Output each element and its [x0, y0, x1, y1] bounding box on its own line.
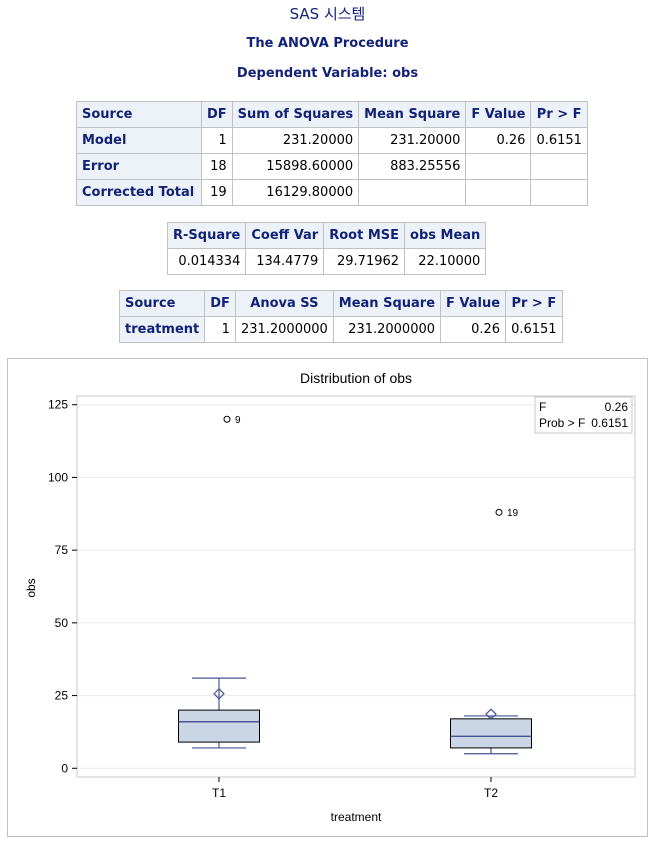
cell-r-square: 0.014334: [166, 248, 247, 275]
col-header-obs-mean: obs Mean: [404, 222, 487, 249]
col-header-pr-f: Pr > F: [505, 290, 563, 317]
col-header-source: Source: [118, 290, 206, 317]
table-row: 0.014334 134.4779 29.71962 22.10000: [166, 248, 487, 275]
table-row: Error 18 15898.60000 883.25556: [76, 153, 588, 180]
cell-p: [530, 153, 588, 180]
col-header-sum-of-squares: Sum of Squares: [231, 101, 360, 128]
col-header-pr-f: Pr > F: [530, 101, 588, 128]
col-header-source: Source: [76, 101, 202, 128]
inset-f-value: 0.26: [605, 400, 629, 414]
row-source: Corrected Total: [76, 179, 202, 206]
cell-f: [465, 153, 532, 180]
ss-header-row: Source DF Anova SS Mean Square F Value P…: [118, 290, 563, 317]
inset-prob-value: 0.6151: [591, 416, 628, 430]
inset-prob-label: Prob > F: [539, 416, 585, 430]
fit-header-row: R-Square Coeff Var Root MSE obs Mean: [166, 222, 487, 249]
table-row: treatment 1 231.2000000 231.2000000 0.26…: [118, 316, 563, 343]
cell-f: [465, 179, 532, 206]
cell-f: 0.26: [440, 316, 507, 343]
y-tick-label: 125: [48, 398, 68, 412]
cell-df: 19: [201, 179, 233, 206]
table-row: Corrected Total 19 16129.80000: [76, 179, 588, 206]
cell-ms: 231.20000: [358, 127, 467, 154]
outlier-point: [223, 415, 231, 423]
page-title: SAS 시스템: [289, 5, 366, 23]
anova-table: Source DF Sum of Squares Mean Square F V…: [76, 101, 588, 206]
plot-frame: [76, 395, 636, 778]
cell-ms: [358, 179, 467, 206]
col-header-df: DF: [201, 101, 233, 128]
y-tick-label: 75: [55, 543, 69, 557]
cell-p: 0.6151: [505, 316, 563, 343]
col-header-mean-square: Mean Square: [332, 290, 442, 317]
cell-coeff-var: 134.4779: [245, 248, 325, 275]
cell-ss: 16129.80000: [231, 179, 360, 206]
anova-ss-table: Source DF Anova SS Mean Square F Value P…: [118, 290, 563, 343]
row-source: treatment: [118, 316, 206, 343]
col-header-f-value: F Value: [465, 101, 532, 128]
cell-ss: 231.20000: [231, 127, 360, 154]
row-source: Model: [76, 127, 202, 154]
iqr-box: [450, 718, 532, 749]
y-tick-label: 25: [55, 689, 69, 703]
box-plot-panel: Distribution of obs 0 25 50 75 100 125 T1 T2 9 1…: [7, 358, 648, 837]
y-tick-label: 0: [61, 761, 68, 775]
cell-ss: 15898.60000: [231, 153, 360, 180]
col-header-df: DF: [204, 290, 236, 317]
col-header-mean-square: Mean Square: [358, 101, 467, 128]
fit-statistics-table: R-Square Coeff Var Root MSE obs Mean 0.0…: [166, 222, 487, 275]
inset-f-label: F: [539, 400, 546, 414]
cell-obs-mean: 22.10000: [404, 248, 487, 275]
iqr-box: [178, 709, 260, 743]
procedure-title: The ANOVA Procedure: [246, 36, 409, 51]
box-t1: 9: [178, 415, 260, 749]
cell-ss: 231.2000000: [234, 316, 334, 343]
box-plot-chart: Distribution of obs 0 25 50 75 100 125 T1 T2 9 1…: [24, 370, 636, 824]
y-tick-label: 50: [55, 616, 69, 630]
anova-header-row: Source DF Sum of Squares Mean Square F V…: [76, 101, 588, 128]
col-header-coeff-var: Coeff Var: [245, 222, 325, 249]
col-header-anova-ss: Anova SS: [234, 290, 334, 317]
stats-inset-box: [534, 396, 633, 434]
x-axis-label: treatment: [331, 810, 382, 824]
cell-root-mse: 29.71962: [323, 248, 406, 275]
col-header-f-value: F Value: [440, 290, 507, 317]
cell-df: 1: [201, 127, 233, 154]
col-header-root-mse: Root MSE: [323, 222, 406, 249]
cell-df: 1: [204, 316, 236, 343]
mean-marker: [213, 687, 225, 700]
y-axis-label: obs: [24, 578, 38, 597]
cell-f: 0.26: [465, 127, 532, 154]
cell-df: 18: [201, 153, 233, 180]
dependent-variable-title: Dependent Variable: obs: [236, 66, 419, 81]
table-row: Model 1 231.20000 231.20000 0.26 0.6151: [76, 127, 588, 154]
cell-ms: 883.25556: [358, 153, 467, 180]
stats-inset: F 0.26 Prob > F 0.6151: [534, 396, 633, 434]
mean-marker: [485, 708, 497, 721]
chart-title: Distribution of obs: [300, 370, 412, 386]
col-header-r-square: R-Square: [166, 222, 247, 249]
cell-p: 0.6151: [530, 127, 588, 154]
outlier-point: [495, 508, 503, 516]
y-tick-label: 100: [48, 470, 68, 484]
cell-ms: 231.2000000: [332, 316, 442, 343]
cell-p: [530, 179, 588, 206]
x-tick-label: T1: [212, 786, 226, 800]
box-t2: 19: [450, 508, 532, 755]
outlier-label: 19: [507, 508, 519, 519]
outlier-label: 9: [235, 415, 241, 426]
row-source: Error: [76, 153, 202, 180]
x-tick-label: T2: [484, 786, 498, 800]
